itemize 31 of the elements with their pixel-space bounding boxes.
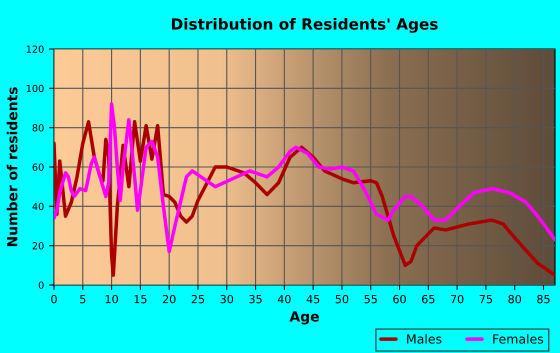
x-tick-label: 40 — [278, 294, 291, 304]
x-tick-label: 80 — [508, 294, 522, 304]
x-tick-label: 15 — [134, 295, 146, 304]
y-tick-label: 120 — [26, 45, 44, 53]
x-tick-label: 65 — [422, 294, 434, 304]
x-tick-label: 10 — [106, 294, 118, 304]
y-tick-label: 60 — [32, 163, 44, 171]
legend-label: Males — [407, 334, 442, 344]
x-tick-label: 50 — [336, 294, 348, 304]
y-axis-title: Number of residents — [6, 87, 18, 246]
x-tick-label: 0 — [51, 294, 57, 304]
x-tick-label: 70 — [450, 294, 464, 304]
x-tick-label: 20 — [162, 294, 176, 304]
x-tick-label: 25 — [192, 294, 204, 304]
y-tick-label: 40 — [32, 202, 44, 210]
x-tick-label: 75 — [480, 295, 492, 304]
y-tick-label: 20 — [32, 242, 44, 250]
chart-title: Distribution of Residents' Ages — [172, 18, 438, 33]
x-axis-title: Age — [290, 311, 319, 324]
x-tick-label: 35 — [249, 294, 262, 304]
legend-label: Females — [493, 334, 544, 344]
x-tick-label: 85 — [537, 294, 550, 304]
y-tick-label: 100 — [26, 84, 44, 92]
x-tick-label: 45 — [306, 295, 320, 304]
x-tick-label: 5 — [80, 295, 86, 304]
x-tick-label: 30 — [220, 294, 234, 304]
y-tick-label: 80 — [32, 124, 44, 132]
x-tick-label: 55 — [364, 295, 377, 304]
line-series — [54, 102, 555, 254]
x-tick-label: 60 — [393, 294, 406, 304]
y-tick-label: 0 — [38, 281, 44, 289]
